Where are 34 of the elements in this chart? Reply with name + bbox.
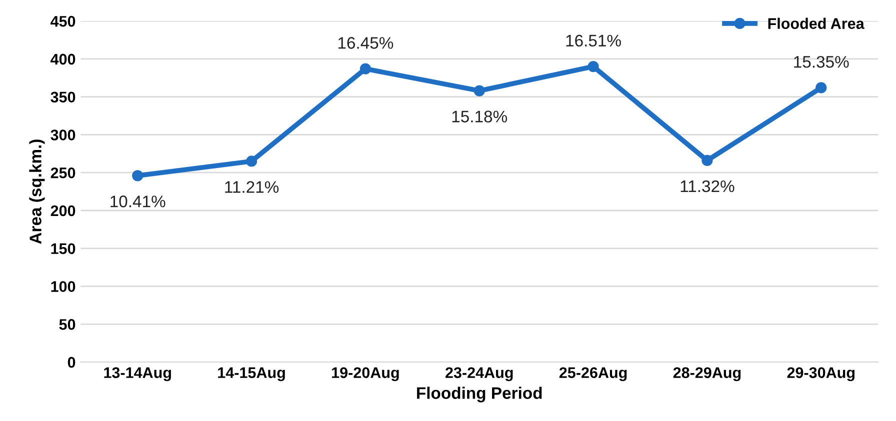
y-tick-label: 250 <box>50 167 76 178</box>
y-tick-label: 300 <box>50 130 76 140</box>
y-tick-label: 350 <box>50 92 76 103</box>
annotation: 11.21% <box>225 181 279 193</box>
x-tick-label: 14-15Aug <box>218 367 285 382</box>
y-tick-label: 200 <box>50 205 76 216</box>
y-tick-label: 150 <box>51 243 76 254</box>
x-tick-label: 25-26Aug <box>559 367 627 382</box>
annotation: 15.35% <box>794 56 849 68</box>
x-tick-label: 19-20Aug <box>332 367 399 382</box>
y-tick-label: 100 <box>51 281 76 292</box>
x-axis-title: Flooding Period <box>417 386 542 402</box>
annotation: 16.45% <box>338 37 394 49</box>
y-tick-label: 450 <box>50 16 76 27</box>
point <box>702 154 713 166</box>
y-tick-label: 50 <box>59 319 76 330</box>
y-tick-label: 0 <box>68 356 76 368</box>
point <box>360 63 371 74</box>
x-tick-label: 13-14Aug <box>104 367 171 382</box>
point <box>474 85 485 96</box>
legend-label: Flooded Area <box>768 18 864 29</box>
annotation: 16.51% <box>566 34 621 47</box>
point <box>246 156 258 167</box>
y-axis-title: Area (sq.km.) <box>29 140 45 244</box>
point <box>588 60 599 72</box>
annotation: 10.41% <box>110 196 166 208</box>
point <box>816 82 827 94</box>
annotation: 11.32% <box>680 180 734 192</box>
y-tick-label: 400 <box>50 54 76 65</box>
x-tick-label: 28-29Aug <box>673 367 741 382</box>
x-tick-label: 29-30Aug <box>787 367 854 382</box>
x-tick-label: 23-24Aug <box>446 367 513 382</box>
point <box>132 170 144 182</box>
annotation: 15.18% <box>452 110 508 122</box>
